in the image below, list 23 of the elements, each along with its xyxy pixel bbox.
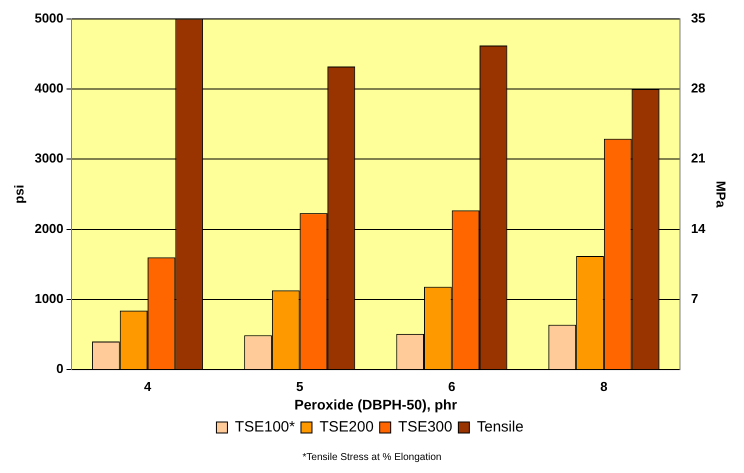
y2-tick-label: 14 [690, 220, 706, 236]
y-tick-label: 4000 [34, 80, 64, 96]
legend-label: TSE200 [319, 418, 374, 436]
text: *Tensile Stress at % Elongation [302, 452, 442, 463]
x-tick-label: 8 [600, 378, 608, 394]
x-tick-label: 4 [144, 378, 152, 394]
y2-tick-label: 35 [690, 10, 706, 26]
x-tick-label: 6 [448, 378, 456, 394]
y2-tick-label: 7 [690, 291, 698, 306]
y-tick-label: 0 [56, 361, 64, 376]
y-axis-title: psi [11, 184, 26, 204]
legend-label: TSE300 [398, 418, 452, 436]
x-axis-title: Peroxide (DBPH-50), phr [294, 396, 458, 412]
y-tick-label: 5000 [34, 10, 64, 26]
y-tick-label: 3000 [34, 150, 64, 166]
y-tick-label: 2000 [34, 220, 64, 236]
legend-label: Tensile [476, 418, 524, 436]
x-tick-label: 5 [296, 378, 304, 394]
y2-axis-title: MPa [714, 180, 729, 208]
y2-tick-label: 28 [690, 80, 706, 96]
legend-label: TSE100* [234, 418, 296, 436]
y-tick-label: 1000 [34, 291, 64, 306]
y2-tick-label: 21 [690, 150, 706, 166]
